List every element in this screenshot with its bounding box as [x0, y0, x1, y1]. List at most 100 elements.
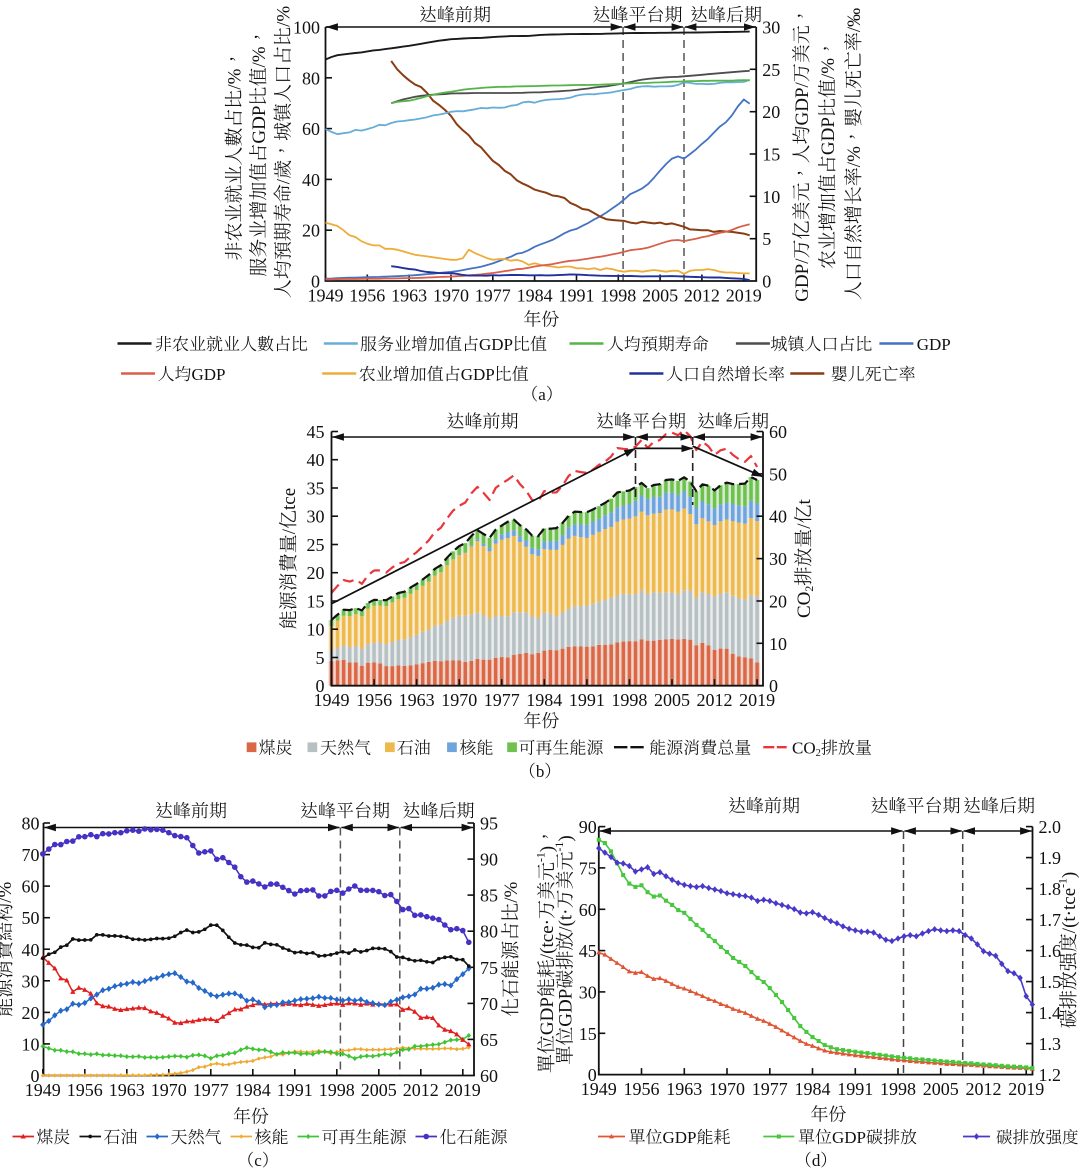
- svg-text:2005: 2005: [654, 690, 690, 710]
- svg-text:CO: CO: [794, 592, 815, 618]
- svg-text:/%: /%: [0, 882, 16, 903]
- svg-text:-1: -1: [1055, 878, 1069, 888]
- svg-text:b: b: [536, 762, 545, 781]
- svg-text:tce: tce: [279, 488, 300, 510]
- svg-text:40: 40: [769, 507, 787, 527]
- svg-text:15: 15: [579, 1024, 597, 1044]
- svg-text:75: 75: [579, 858, 597, 878]
- svg-text:1991: 1991: [277, 1080, 313, 1100]
- svg-text:1956: 1956: [349, 286, 385, 306]
- svg-text:30: 30: [769, 549, 787, 569]
- svg-text:2012: 2012: [684, 286, 720, 306]
- svg-text:2019: 2019: [726, 286, 762, 306]
- svg-text:/%: /%: [249, 46, 270, 67]
- svg-text:2: 2: [802, 586, 816, 592]
- svg-text:/: /: [794, 523, 815, 529]
- svg-text:1.6: 1.6: [1039, 941, 1062, 961]
- svg-text:85: 85: [480, 886, 498, 906]
- svg-text:GDP/: GDP/: [792, 258, 813, 302]
- svg-text:2005: 2005: [642, 286, 678, 306]
- svg-text:40: 40: [302, 170, 320, 190]
- svg-text:1998: 1998: [880, 1079, 916, 1099]
- svg-text:5: 5: [762, 229, 771, 249]
- svg-text:GDP: GDP: [249, 106, 270, 144]
- svg-text:/‰: /‰: [844, 8, 865, 32]
- svg-text:1.4: 1.4: [1039, 1003, 1062, 1023]
- svg-text:1998: 1998: [611, 690, 647, 710]
- svg-text:/(t·tce: /(t·tce: [1059, 888, 1080, 933]
- svg-text:20: 20: [769, 592, 787, 612]
- svg-text:/(tce·: /(tce·: [537, 919, 558, 959]
- svg-text:/(t·: /(t·: [556, 908, 577, 931]
- svg-text:2019: 2019: [1008, 1079, 1044, 1099]
- svg-text:100: 100: [293, 18, 320, 38]
- svg-text:1970: 1970: [151, 1080, 187, 1100]
- svg-text:20: 20: [307, 563, 325, 583]
- svg-text:1956: 1956: [356, 690, 392, 710]
- svg-text:75: 75: [480, 958, 498, 978]
- svg-text:-1: -1: [533, 852, 547, 862]
- svg-text:GDP: GDP: [479, 335, 513, 354]
- svg-text:25: 25: [307, 535, 325, 555]
- svg-text:/%: /%: [818, 58, 839, 79]
- svg-text:0: 0: [769, 676, 778, 696]
- svg-text:1963: 1963: [109, 1080, 145, 1100]
- svg-text:): ): [1059, 872, 1080, 878]
- svg-text:80: 80: [302, 68, 320, 88]
- svg-text:/%: /%: [844, 146, 865, 167]
- svg-text:35: 35: [307, 479, 325, 499]
- svg-text:2: 2: [816, 748, 821, 759]
- svg-text:60: 60: [579, 900, 597, 920]
- svg-text:GDP: GDP: [537, 997, 558, 1035]
- svg-text:90: 90: [480, 850, 498, 870]
- svg-text:2005: 2005: [923, 1079, 959, 1099]
- svg-text:60: 60: [480, 1066, 498, 1086]
- svg-text:1.8: 1.8: [1039, 879, 1062, 899]
- svg-text:/: /: [274, 178, 295, 184]
- svg-text:30: 30: [762, 18, 780, 38]
- svg-text:GDP: GDP: [663, 1128, 697, 1147]
- svg-text:2005: 2005: [361, 1080, 397, 1100]
- svg-text:20: 20: [22, 1003, 40, 1023]
- svg-text:2012: 2012: [966, 1079, 1002, 1099]
- svg-text:1963: 1963: [391, 286, 427, 306]
- svg-text:): ): [537, 846, 558, 852]
- svg-text:2019: 2019: [739, 690, 775, 710]
- svg-text:): ): [556, 835, 577, 841]
- svg-text:60: 60: [22, 877, 40, 897]
- svg-text:1970: 1970: [709, 1079, 745, 1099]
- svg-text:2012: 2012: [403, 1080, 439, 1100]
- svg-text:0: 0: [31, 1066, 40, 1086]
- svg-text:30: 30: [307, 507, 325, 527]
- svg-text:0: 0: [762, 272, 771, 292]
- svg-text:1963: 1963: [399, 690, 435, 710]
- svg-text:80: 80: [22, 814, 40, 834]
- svg-text:CO: CO: [792, 739, 816, 758]
- svg-text:20: 20: [762, 102, 780, 122]
- svg-text:10: 10: [769, 634, 787, 654]
- svg-text:15: 15: [762, 145, 780, 165]
- svg-text:1991: 1991: [559, 286, 595, 306]
- svg-text:t: t: [794, 498, 815, 504]
- svg-text:5: 5: [316, 648, 325, 668]
- svg-text:1.9: 1.9: [1039, 848, 1062, 868]
- svg-text:2019: 2019: [445, 1080, 481, 1100]
- svg-text:1970: 1970: [433, 286, 469, 306]
- svg-text:1991: 1991: [569, 690, 605, 710]
- svg-text:70: 70: [480, 994, 498, 1014]
- svg-text:GDP: GDP: [461, 365, 495, 384]
- svg-text:2012: 2012: [697, 690, 733, 710]
- svg-text:15: 15: [307, 592, 325, 612]
- svg-text:10: 10: [307, 620, 325, 640]
- svg-text:50: 50: [769, 464, 787, 484]
- svg-text:10: 10: [762, 187, 780, 207]
- svg-text:1956: 1956: [624, 1079, 660, 1099]
- svg-text:25: 25: [762, 60, 780, 80]
- svg-text:70: 70: [22, 845, 40, 865]
- svg-text:50: 50: [22, 908, 40, 928]
- svg-text:/%: /%: [274, 6, 295, 27]
- svg-text:1.2: 1.2: [1039, 1065, 1062, 1085]
- svg-text:GDP/: GDP/: [792, 81, 813, 125]
- svg-text:1984: 1984: [795, 1079, 831, 1099]
- svg-text:/%: /%: [501, 882, 522, 903]
